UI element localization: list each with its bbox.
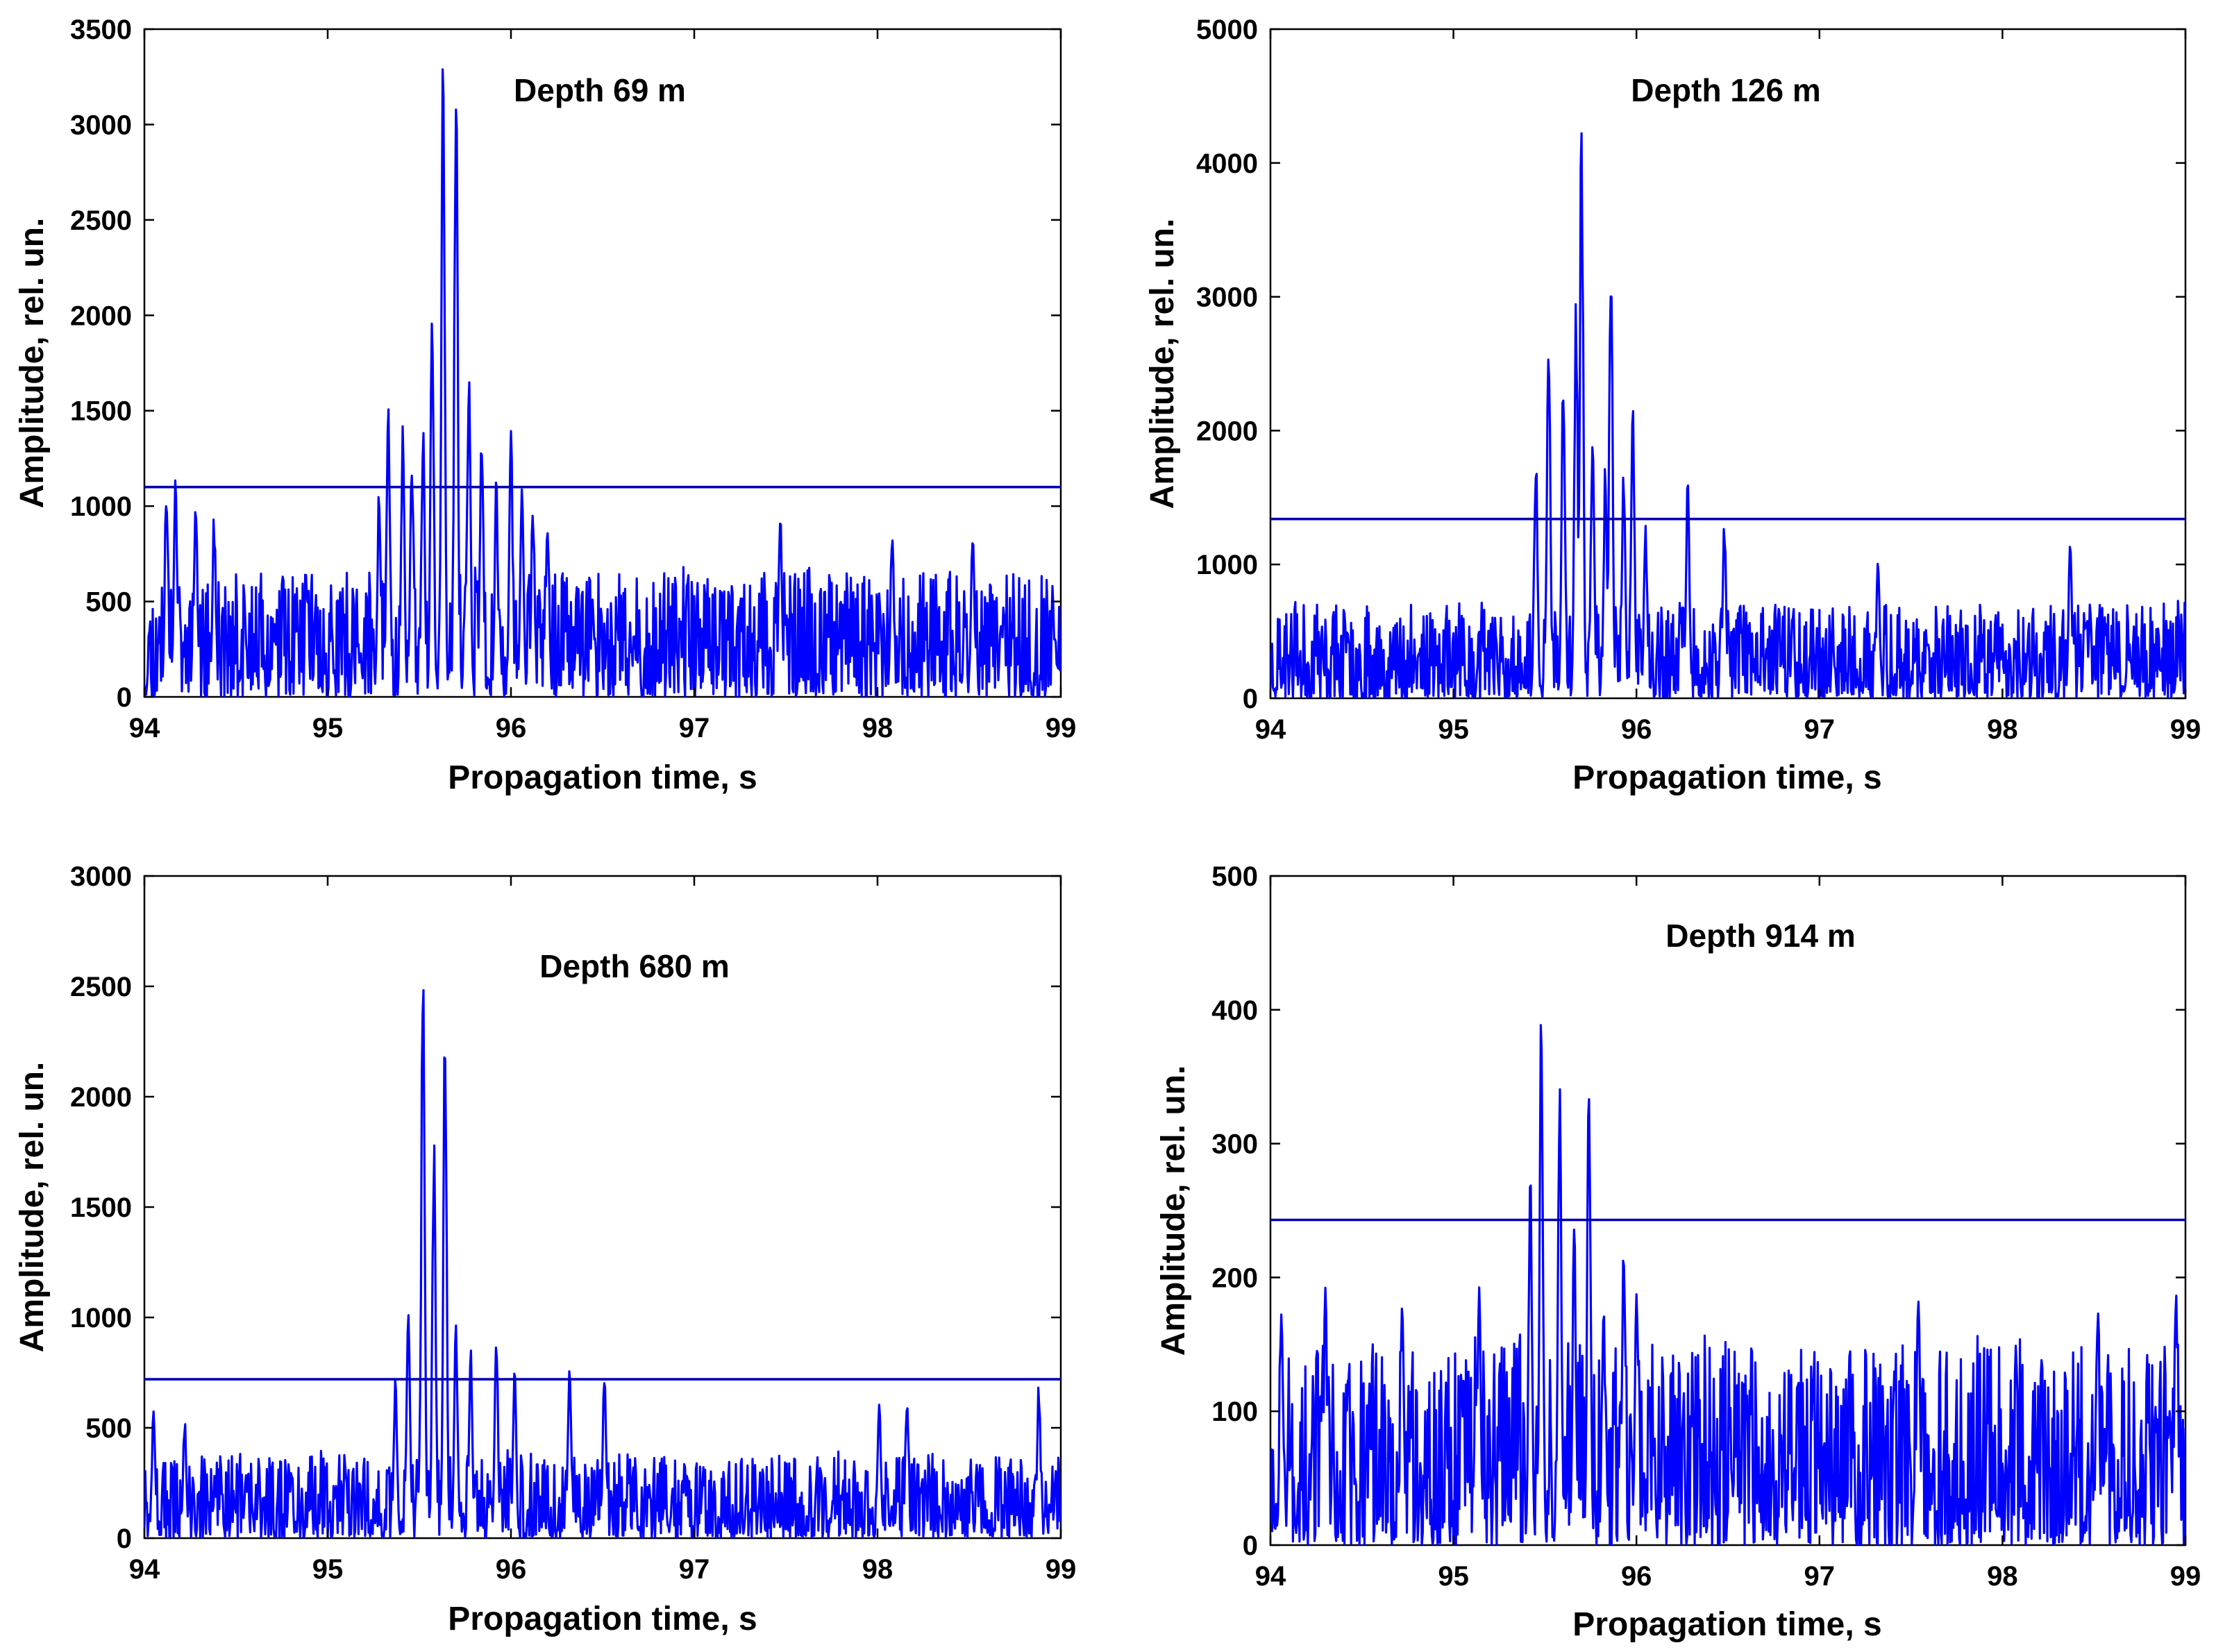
y-tick-label: 200 — [1211, 1263, 1258, 1293]
x-tick-label: 94 — [1255, 1561, 1286, 1592]
x-tick-label: 97 — [679, 713, 710, 743]
x-tick-label: 98 — [1987, 1561, 2018, 1592]
x-tick-label: 94 — [129, 713, 160, 743]
x-tick-label: 95 — [312, 1554, 344, 1585]
panel-depth-126: Depth 126 m Propagation time, s Amplitud… — [1144, 15, 2201, 796]
y-tick-label: 2500 — [70, 972, 132, 1002]
x-axis-label: Propagation time, s — [448, 1601, 757, 1637]
x-tick-label: 96 — [496, 713, 527, 743]
y-tick-label: 3000 — [1196, 283, 1258, 313]
y-axis-label: Amplitude, rel. un. — [14, 1062, 51, 1353]
x-tick-label: 94 — [129, 1554, 160, 1585]
y-tick-label: 2500 — [70, 205, 132, 236]
y-tick-label: 0 — [117, 1524, 132, 1554]
y-axis-label: Amplitude, rel. un. — [1155, 1065, 1192, 1356]
x-tick-label: 97 — [1804, 1561, 1836, 1592]
signal-series-line — [144, 989, 1061, 1538]
y-axis-label: Amplitude, rel. un. — [14, 218, 51, 509]
panel-depth-680: Depth 680 m Propagation time, s Amplitud… — [14, 861, 1076, 1637]
x-axis-label: Propagation time, s — [1572, 1606, 1881, 1643]
x-tick-label: 99 — [1046, 1554, 1077, 1585]
y-tick-label: 0 — [1243, 1531, 1258, 1561]
x-axis-label: Propagation time, s — [448, 759, 757, 796]
panel-title: Depth 914 m — [1665, 918, 1856, 954]
y-tick-label: 5000 — [1196, 15, 1258, 45]
panel-depth-914: Depth 914 m Propagation time, s Amplitud… — [1155, 861, 2201, 1643]
y-tick-label: 1000 — [1196, 550, 1258, 580]
plot-area — [143, 28, 1062, 698]
y-tick-label: 0 — [1243, 684, 1258, 714]
y-axis-label: Amplitude, rel. un. — [1144, 219, 1181, 509]
x-tick-label: 98 — [862, 1554, 893, 1585]
y-tick-label: 2000 — [70, 1082, 132, 1113]
y-tick-label: 1500 — [70, 1192, 132, 1223]
x-tick-label: 96 — [496, 1554, 527, 1585]
y-tick-label: 3000 — [70, 110, 132, 140]
x-tick-label: 99 — [2170, 1561, 2201, 1592]
y-tick-label: 400 — [1211, 995, 1258, 1026]
y-tick-label: 4000 — [1196, 149, 1258, 179]
plot-area — [1269, 28, 2187, 700]
x-tick-label: 99 — [1046, 713, 1077, 743]
y-tick-label: 2000 — [70, 301, 132, 331]
y-tick-label: 0 — [117, 682, 132, 713]
y-tick-label: 300 — [1211, 1129, 1258, 1160]
x-tick-label: 94 — [1255, 714, 1286, 745]
y-tick-label: 1000 — [70, 1303, 132, 1333]
y-tick-label: 500 — [1211, 861, 1258, 892]
x-tick-label: 95 — [312, 713, 344, 743]
y-tick-label: 500 — [85, 1413, 132, 1444]
signal-series-line — [1270, 132, 2185, 698]
y-tick-label: 3500 — [70, 15, 132, 45]
x-tick-label: 98 — [862, 713, 893, 743]
y-tick-label: 1000 — [70, 491, 132, 522]
x-tick-label: 95 — [1438, 714, 1469, 745]
y-tick-label: 3000 — [70, 861, 132, 892]
x-tick-label: 96 — [1621, 714, 1652, 745]
panel-depth-69: Depth 69 m Propagation time, s Amplitude… — [14, 15, 1076, 796]
y-tick-label: 100 — [1211, 1397, 1258, 1427]
y-tick-label: 500 — [85, 587, 132, 618]
x-tick-label: 99 — [2170, 714, 2201, 745]
panel-title: Depth 680 m — [539, 948, 730, 984]
signal-series-line — [1270, 1024, 2185, 1545]
signal-series-line — [144, 68, 1061, 697]
x-tick-label: 97 — [679, 1554, 710, 1585]
y-tick-label: 2000 — [1196, 416, 1258, 446]
x-tick-label: 98 — [1987, 714, 2018, 745]
x-tick-label: 97 — [1804, 714, 1836, 745]
panel-title: Depth 126 m — [1631, 72, 1821, 108]
y-tick-label: 1500 — [70, 396, 132, 427]
x-tick-label: 96 — [1621, 1561, 1652, 1592]
x-tick-label: 95 — [1438, 1561, 1469, 1592]
x-axis-label: Propagation time, s — [1572, 759, 1881, 796]
panel-title: Depth 69 m — [514, 72, 686, 108]
